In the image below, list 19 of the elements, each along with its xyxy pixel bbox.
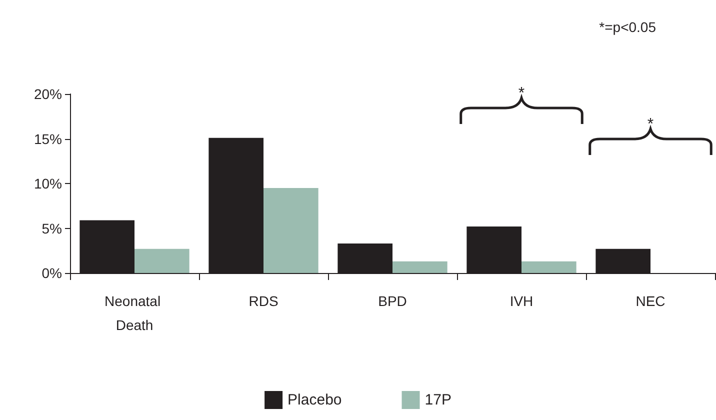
annotation: * [518, 85, 525, 102]
annotation: * [647, 116, 654, 133]
legend-label: Placebo [288, 392, 342, 408]
bar [264, 188, 318, 273]
x-tick-label: RDS [248, 293, 278, 309]
x-tick-label: NEC [636, 293, 666, 309]
y-tick-label: 15% [34, 130, 62, 147]
x-tick-label: BPD [378, 293, 407, 309]
x-tick-label: Neonatal Death [104, 293, 164, 333]
y-tick-label: 10% [34, 176, 62, 192]
y-tick-label: 20% [34, 86, 62, 102]
text: *=p<0.05 [599, 19, 656, 35]
y-tick-label: 5% [42, 220, 62, 236]
bar [134, 248, 190, 273]
bar [522, 261, 576, 273]
x-tick-label: IVH [510, 293, 534, 309]
y-tick-label: 0% [42, 265, 62, 281]
legend-label: 17P [424, 392, 452, 408]
bar [392, 261, 448, 273]
